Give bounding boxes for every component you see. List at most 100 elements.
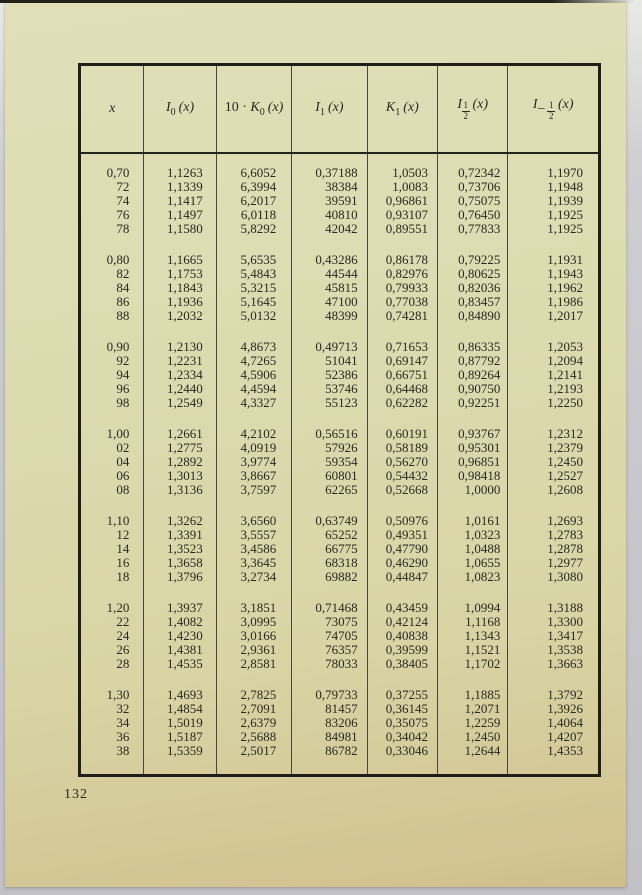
table-cell: 68318 [291, 556, 368, 570]
table-cell: 02 [79, 441, 145, 455]
table-cell: 0,79225 [437, 253, 509, 267]
table-row: 1,10 1,3262 3,6560 0,63749 0,50976 1,0161 1,26… [79, 514, 600, 528]
table-row: 18 1,3796 3,2734 69882 0,44847 1,0823 1,3080 [79, 570, 600, 584]
table-cell: 0,56270 [367, 455, 439, 469]
table-cell: 1,3796 [143, 570, 217, 584]
table-cell: 1,2661 [143, 427, 217, 441]
table-row: 84 1,1843 5,3215 45815 0,79933 0,82036 1,1962 [79, 281, 600, 295]
table-cell: 45815 [291, 281, 368, 295]
table-cell: 1,2071 [437, 702, 509, 716]
table-cell: 1,0323 [437, 528, 509, 542]
spacer-cell [508, 497, 600, 514]
table-cell: 3,6560 [216, 514, 293, 528]
table-row: 32 1,4854 2,7091 81457 0,36145 1,2071 1,3926 [79, 702, 600, 716]
spacer-cell [367, 236, 439, 253]
table-cell: 1,1925 [547, 208, 583, 222]
table-cell: 1,2053 [547, 340, 583, 354]
table-row: 02 1,2775 4,0919 57926 0,58189 0,95301 1,2379 [79, 441, 600, 455]
spacer-row [79, 758, 600, 776]
table-cell: 3,9774 [216, 455, 293, 469]
spacer-cell [143, 758, 217, 776]
table-cell: 48399 [291, 309, 368, 323]
table-cell: 3,1851 [216, 601, 293, 615]
table-cell: 92 [79, 354, 145, 368]
table-cell: 1,1343 [437, 629, 509, 643]
spacer-cell [291, 584, 368, 601]
table-cell: 4,3327 [216, 396, 293, 410]
table-cell: 0,77833 [437, 222, 509, 236]
table-cell: 0,82976 [367, 267, 439, 281]
spacer-cell [437, 758, 509, 776]
table-cell: 0,96861 [367, 194, 439, 208]
table-cell: 1,1263 [143, 166, 217, 180]
table-body: 0,70 1,1263 6,6052 0,37188 1,0503 0,72342 1,19… [79, 153, 600, 776]
table-cell: 1,1885 [437, 688, 509, 702]
table-cell: 1,0994 [437, 601, 509, 615]
table-cell: 69882 [291, 570, 368, 584]
table-cell: 1,1936 [143, 295, 217, 309]
col-header-i-neg-half: I− 1 2 (x) [507, 64, 600, 154]
spacer-cell [367, 153, 439, 166]
table-cell: 4,2102 [216, 427, 293, 441]
table-row: 36 1,5187 2,5688 84981 0,34042 1,2450 1,4207 [79, 730, 600, 744]
table-cell: 1,4353 [547, 744, 583, 758]
table-cell: 1,00 [79, 427, 145, 441]
table-cell: 08 [79, 483, 145, 497]
spacer-cell [367, 410, 439, 427]
table-cell: 62265 [291, 483, 368, 497]
table-cell: 1,30 [79, 688, 145, 702]
table-cell: 1,1843 [143, 281, 217, 295]
spacer-cell [291, 497, 368, 514]
table-row: 94 1,2334 4,5906 52386 0,66751 0,89264 1,2141 [79, 368, 600, 382]
table-row: 78 1,1580 5,8292 42042 0,89551 0,77833 1,1925 [79, 222, 600, 236]
table-cell: 2,6379 [216, 716, 293, 730]
page-number: 132 [64, 787, 88, 802]
table-cell: 32 [79, 702, 145, 716]
table-cell: 1,1497 [143, 208, 217, 222]
table-cell: 84 [79, 281, 145, 295]
spacer-cell [216, 671, 293, 688]
table-cell: 5,0132 [216, 309, 293, 323]
spacer-cell [508, 323, 600, 340]
table-cell: 14 [79, 542, 145, 556]
table-cell: 98 [79, 396, 145, 410]
table-cell: 24 [79, 629, 145, 643]
table-cell: 1,5019 [143, 716, 217, 730]
group-gap-row [79, 410, 600, 427]
table-cell: 0,76450 [437, 208, 509, 222]
table-cell: 0,46290 [367, 556, 439, 570]
table-cell: 3,3645 [216, 556, 293, 570]
table-row: 08 1,3136 3,7597 62265 0,52668 1,0000 1,2608 [79, 483, 600, 497]
table-cell: 39591 [291, 194, 368, 208]
table-cell: 96 [79, 382, 145, 396]
spacer-cell [437, 323, 509, 340]
spacer-cell [79, 584, 145, 601]
table-cell: 74 [79, 194, 145, 208]
table-cell: 6,3994 [216, 180, 293, 194]
table-cell: 0,80 [79, 253, 145, 267]
table-cell: 1,1986 [547, 295, 583, 309]
table-cell: 53746 [291, 382, 368, 396]
spacer-cell [216, 497, 293, 514]
table-cell: 0,42124 [367, 615, 439, 629]
table-row: 22 1,4082 3,0995 73075 0,42124 1,1168 1,3300 [79, 615, 600, 629]
table-cell: 42042 [291, 222, 368, 236]
table-cell: 84981 [291, 730, 368, 744]
table-cell: 0,56516 [291, 427, 368, 441]
table-cell: 1,3080 [547, 570, 583, 584]
table-cell: 1,2783 [547, 528, 583, 542]
table-row: 88 1,2032 5,0132 48399 0,74281 0,84890 1,2017 [79, 309, 600, 323]
table-cell: 1,3188 [547, 601, 583, 615]
table-cell: 40810 [291, 208, 368, 222]
table-cell: 86 [79, 295, 145, 309]
table-cell: 1,5187 [143, 730, 217, 744]
table-cell: 1,1521 [437, 643, 509, 657]
table-cell: 0,74281 [367, 309, 439, 323]
col-header-i1: I1 (x) [291, 64, 368, 154]
table-cell: 0,40838 [367, 629, 439, 643]
table-cell: 0,92251 [437, 396, 509, 410]
table-cell: 47100 [291, 295, 368, 309]
col-header-10k0: 10 · K0 (x) [216, 64, 293, 154]
table-cell: 1,3262 [143, 514, 217, 528]
table-cell: 1,10 [79, 514, 145, 528]
